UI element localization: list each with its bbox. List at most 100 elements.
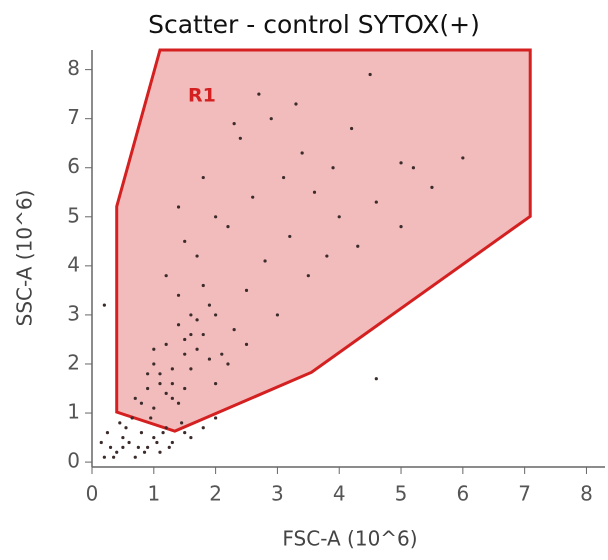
event-point [349, 126, 354, 131]
event-point [139, 431, 144, 435]
event-point [207, 357, 212, 361]
event-point [133, 396, 137, 400]
y-tick-label: 3 [67, 301, 80, 325]
event-point [170, 382, 174, 386]
event-point [183, 386, 187, 391]
event-point [238, 136, 242, 140]
event-point [195, 347, 199, 351]
event-point [102, 303, 106, 307]
event-point [312, 190, 317, 194]
event-point [146, 445, 150, 449]
event-point [214, 313, 218, 317]
x-tick-label: 7 [518, 482, 531, 506]
event-point [201, 332, 205, 337]
event-point [176, 401, 181, 405]
chart-title: Scatter - control SYTOX(+) [148, 10, 480, 39]
event-point [183, 431, 187, 435]
event-point [170, 367, 174, 371]
event-point [374, 377, 378, 381]
event-point [232, 328, 236, 332]
x-tick-label: 6 [456, 482, 469, 506]
event-point [220, 352, 224, 356]
y-tick-label: 4 [67, 252, 80, 276]
event-point [142, 450, 147, 454]
y-axis-label: SSC-A (10^6) [13, 190, 37, 327]
event-point [170, 396, 174, 400]
event-point [105, 431, 110, 435]
event-point [152, 347, 156, 351]
event-point [112, 455, 116, 459]
y-tick-label: 5 [67, 203, 80, 227]
event-point [269, 117, 273, 121]
x-tick-label: 1 [147, 482, 160, 506]
event-point [201, 426, 205, 430]
y-tick-label: 2 [67, 350, 80, 374]
event-point [130, 416, 134, 420]
event-point [399, 161, 403, 165]
event-point [189, 313, 193, 317]
event-point [275, 313, 280, 317]
event-point [263, 259, 267, 263]
x-tick-label: 8 [580, 482, 593, 506]
event-point [155, 440, 159, 445]
event-point [411, 166, 415, 170]
event-point [121, 435, 125, 440]
x-axis-label: FSC-A (10^6) [282, 527, 417, 551]
event-point [244, 288, 249, 292]
event-point [201, 175, 205, 180]
gate-label: R1 [188, 85, 216, 107]
y-tick-label: 1 [67, 400, 80, 424]
event-point [183, 337, 187, 342]
event-point [195, 318, 199, 322]
event-point [189, 435, 193, 440]
event-point [282, 175, 286, 180]
event-point [139, 401, 144, 405]
event-point [251, 195, 255, 199]
event-point [368, 72, 372, 77]
event-point [146, 386, 150, 391]
event-point [331, 166, 335, 170]
event-point [189, 367, 193, 371]
event-point [176, 205, 181, 209]
event-point [176, 323, 181, 327]
event-point [149, 416, 153, 420]
event-point [257, 92, 261, 96]
event-point [374, 200, 378, 204]
y-tick-label: 8 [67, 56, 80, 80]
event-point [226, 362, 230, 366]
event-point [124, 426, 128, 430]
x-tick-label: 5 [395, 482, 408, 506]
event-point [183, 352, 187, 356]
event-point [164, 426, 168, 430]
y-tick-label: 6 [67, 154, 80, 178]
event-point [108, 445, 113, 449]
event-point [294, 102, 298, 106]
event-point [430, 185, 434, 189]
event-point [325, 254, 329, 258]
event-point [337, 215, 341, 219]
event-point [214, 382, 218, 386]
event-point [115, 450, 119, 454]
event-point [133, 455, 137, 459]
event-point [232, 121, 236, 126]
event-point [158, 382, 162, 386]
event-point [214, 416, 218, 420]
x-tick-label: 4 [333, 482, 346, 506]
event-point [207, 303, 212, 307]
event-point [201, 283, 205, 288]
event-point [167, 445, 171, 449]
event-point [99, 440, 103, 445]
scatter-points [99, 72, 465, 459]
event-point [183, 239, 187, 243]
gate-r1 [115, 48, 532, 433]
event-point [164, 391, 168, 396]
event-point [214, 215, 218, 219]
event-point [152, 406, 156, 410]
event-point [399, 225, 403, 229]
event-point [244, 342, 249, 346]
event-point [152, 435, 156, 440]
event-point [306, 274, 310, 278]
event-point [158, 450, 162, 454]
y-tick-label: 0 [67, 449, 80, 473]
